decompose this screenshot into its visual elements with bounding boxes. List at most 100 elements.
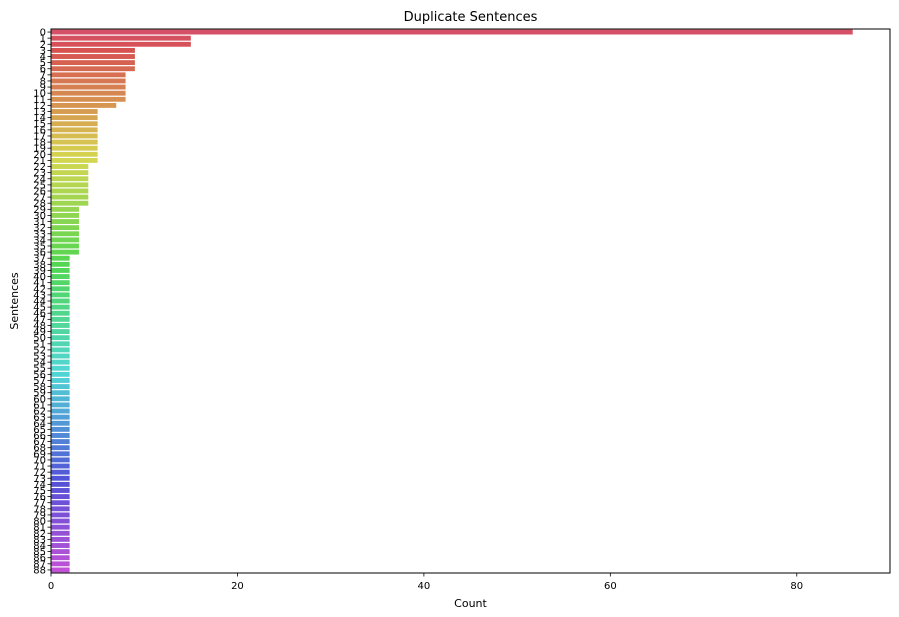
bar-81	[51, 524, 70, 530]
y-tick-label: 28	[33, 199, 46, 210]
bar-43	[51, 292, 70, 298]
y-tick-label: 56	[33, 370, 46, 381]
bar-84	[51, 543, 70, 548]
y-tick-label: 42	[33, 284, 46, 295]
bar-6	[51, 66, 135, 72]
y-tick-label: 82	[33, 529, 46, 540]
bar-67	[51, 439, 70, 445]
bar-10	[51, 90, 126, 96]
y-tick-label: 14	[33, 113, 46, 124]
y-tick-label: 72	[33, 468, 46, 479]
y-tick-label: 50	[33, 333, 46, 344]
bar-40	[51, 274, 70, 279]
x-tick-label: 60	[604, 581, 617, 592]
bar-29	[51, 206, 79, 212]
bar-74	[51, 481, 70, 487]
y-tick-label: 61	[33, 400, 46, 411]
bar-14	[51, 115, 98, 121]
bar-85	[51, 549, 70, 555]
bar-61	[51, 402, 70, 408]
bar-70	[51, 457, 70, 463]
bar-56	[51, 371, 70, 377]
y-tick-label: 38	[33, 260, 46, 271]
bar-37	[51, 255, 70, 261]
y-tick-label: 47	[33, 315, 46, 326]
y-tick-label: 34	[33, 235, 46, 246]
y-tick-label: 59	[33, 388, 46, 399]
y-tick-label: 2	[40, 40, 46, 51]
bar-39	[51, 267, 70, 273]
y-tick-label: 21	[33, 156, 46, 167]
y-tick-label: 77	[33, 498, 46, 509]
y-tick-label: 18	[33, 138, 46, 149]
y-tick-label: 11	[33, 95, 46, 106]
y-tick-label: 54	[33, 358, 46, 369]
y-tick-label: 32	[33, 223, 46, 234]
y-tick-label: 3	[40, 46, 46, 57]
y-tick-label: 44	[33, 297, 46, 308]
y-tick-label: 81	[33, 523, 46, 534]
y-tick-label: 22	[33, 162, 46, 173]
y-tick-label: 67	[33, 437, 46, 448]
y-tick-label: 35	[33, 241, 46, 252]
bar-1	[51, 35, 191, 41]
bar-79	[51, 512, 70, 518]
y-tick-label: 48	[33, 321, 46, 332]
bar-71	[51, 463, 70, 469]
x-tick-label: 40	[418, 581, 431, 592]
y-tick-label: 83	[33, 535, 46, 546]
y-tick-label: 31	[33, 217, 46, 228]
bar-21	[51, 157, 98, 163]
bar-16	[51, 127, 98, 133]
bar-3	[51, 47, 135, 53]
bar-19	[51, 145, 98, 151]
bar-34	[51, 237, 79, 243]
y-tick-label: 75	[33, 486, 46, 497]
bar-45	[51, 304, 70, 310]
bar-12	[51, 102, 117, 108]
y-tick-label: 20	[33, 150, 46, 161]
bar-7	[51, 72, 126, 78]
bar-23	[51, 170, 89, 176]
y-tick-label: 40	[33, 272, 46, 283]
y-tick-label: 9	[40, 83, 46, 94]
y-tick-label: 29	[33, 205, 46, 216]
bar-11	[51, 96, 126, 102]
y-tick-label: 1	[40, 34, 46, 45]
y-tick-label: 10	[33, 89, 46, 100]
bar-60	[51, 396, 70, 402]
bar-82	[51, 530, 70, 536]
bar-33	[51, 231, 79, 237]
bar-50	[51, 335, 70, 341]
bar-22	[51, 164, 89, 169]
bar-28	[51, 200, 89, 206]
y-tick-label: 16	[33, 125, 46, 136]
bar-68	[51, 445, 70, 451]
bar-2	[51, 41, 191, 47]
y-tick-label: 30	[33, 211, 46, 222]
bar-26	[51, 188, 89, 194]
y-tick-label: 5	[40, 58, 46, 69]
y-tick-label: 26	[33, 186, 46, 197]
y-tick-label: 37	[33, 254, 46, 265]
bar-72	[51, 469, 70, 475]
bar-0	[51, 29, 853, 35]
y-tick-label: 33	[33, 229, 46, 240]
y-tick-label: 7	[40, 70, 46, 81]
y-tick-label: 66	[33, 431, 46, 442]
y-ticks-group: 0123456789101112131415161718192021222324…	[33, 28, 51, 576]
y-tick-label: 86	[33, 553, 46, 564]
y-tick-label: 53	[33, 352, 46, 363]
y-tick-label: 63	[33, 413, 46, 424]
y-tick-label: 41	[33, 278, 46, 289]
y-tick-label: 71	[33, 462, 46, 473]
y-tick-label: 0	[40, 28, 46, 39]
x-ticks-group: 0 20 40 60 80	[48, 573, 803, 592]
y-tick-label: 74	[33, 480, 46, 491]
plot-frame	[50, 28, 891, 574]
y-tick-label: 87	[33, 559, 46, 570]
y-tick-label: 15	[33, 119, 46, 130]
bar-15	[51, 121, 98, 127]
y-tick-label: 43	[33, 290, 46, 301]
